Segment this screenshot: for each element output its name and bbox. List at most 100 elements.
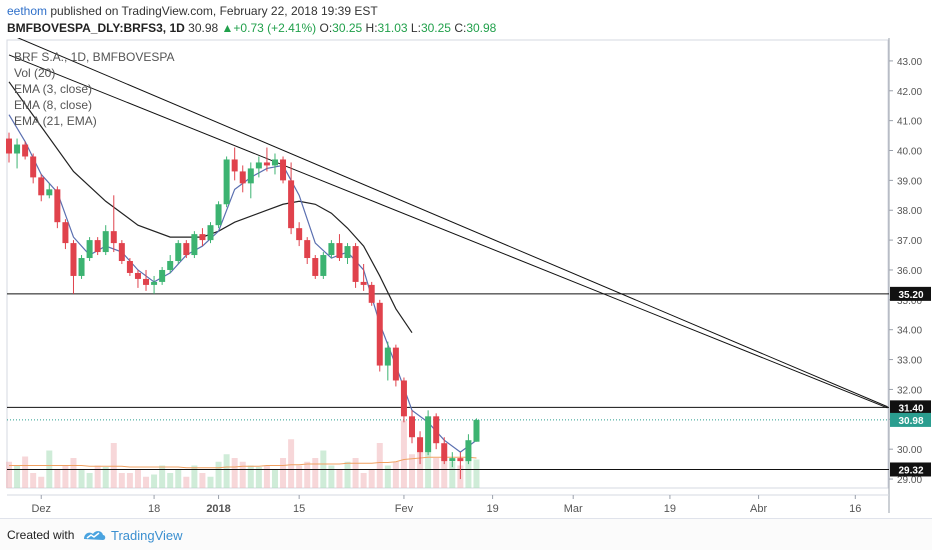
candle-body	[118, 243, 125, 262]
candle-body	[400, 380, 407, 417]
price-change: +0.73 (+2.41%)	[233, 21, 317, 35]
volume-bar	[360, 473, 367, 488]
low-label: L:	[410, 21, 421, 35]
volume-bar	[336, 469, 343, 488]
volume-bar	[223, 454, 230, 488]
volume-bar	[94, 465, 101, 488]
tradingview-brand[interactable]: TradingView	[111, 528, 183, 543]
volume-bar	[199, 473, 206, 488]
y-tick-label: 34.00	[897, 326, 922, 337]
price-chart[interactable]: 43.00 42.00 41.00 40.00 39.00 38.00 37.00 36.00…	[0, 38, 932, 518]
x-tick-label: 19	[664, 503, 676, 515]
candle-body	[38, 177, 45, 196]
volume-bar	[78, 469, 85, 488]
candle-body	[296, 228, 303, 241]
close-value: 30.98	[466, 21, 497, 35]
volume-bar	[151, 474, 158, 488]
y-tick-label: 43.00	[897, 57, 922, 68]
volume-bar	[465, 458, 472, 488]
candle-body	[280, 159, 287, 181]
y-tick-label: 38.00	[897, 206, 922, 217]
candle-body	[14, 144, 21, 154]
volume-bar	[247, 465, 254, 488]
price-label: 30.98	[898, 416, 923, 427]
close-label: C:	[454, 21, 467, 35]
candle-body	[86, 240, 93, 259]
volume-bar	[312, 458, 319, 488]
x-tick-label: 16	[849, 503, 861, 515]
volume-bar	[22, 456, 29, 488]
y-tick-label: 30.00	[897, 445, 922, 456]
published-text: published on TradingView.com, February 2…	[47, 4, 378, 18]
volume-bar	[54, 469, 61, 488]
open-label: O:	[319, 21, 333, 35]
low-value: 30.25	[420, 21, 451, 35]
candle-body	[384, 347, 391, 366]
volume-bar	[344, 461, 351, 488]
candle-body	[151, 281, 158, 285]
volume-bar	[239, 461, 246, 488]
volume-bar	[62, 465, 69, 488]
y-tick-label: 40.00	[897, 147, 922, 158]
y-tick-label: 35.00	[897, 296, 922, 307]
volume-bar	[384, 465, 391, 488]
price-label: 35.20	[898, 290, 923, 301]
volume-bar	[376, 443, 383, 488]
candle-body	[207, 225, 214, 241]
trendline	[8, 54, 888, 409]
tradingview-logo-icon[interactable]	[82, 525, 106, 545]
candle-body	[223, 159, 230, 205]
legend-series-name: BRF S.A., 1D, BMFBOVESPA	[14, 50, 175, 64]
candle-body	[320, 255, 327, 276]
price-label-box	[890, 462, 931, 477]
author-link[interactable]: eethom	[7, 4, 48, 18]
x-tick-label: 2018	[206, 503, 230, 515]
candle-body	[449, 458, 456, 462]
x-tick-label: Dez	[31, 503, 51, 515]
candle-body	[167, 261, 174, 270]
volume-bar	[126, 473, 133, 488]
price-label-box	[890, 412, 931, 427]
volume-bar	[183, 476, 190, 488]
y-tick-label: 32.00	[897, 385, 922, 396]
volume-bar	[425, 443, 432, 488]
candle-body	[304, 240, 311, 259]
volume-bar	[134, 469, 141, 488]
candle-body	[6, 138, 12, 154]
up-arrow-icon: ▲	[221, 21, 234, 35]
candle-body	[54, 189, 61, 223]
symbol-name: BMFBOVESPA_DLY:BRFS3, 1D	[7, 21, 185, 35]
candle-body	[263, 162, 270, 166]
price-label: 31.40	[898, 403, 923, 414]
candle-body	[215, 204, 222, 226]
legend-ema-3: EMA (3, close)	[14, 82, 93, 96]
volume-bar	[352, 458, 359, 488]
footer: Created with TradingView	[0, 518, 932, 550]
plot-area	[6, 39, 889, 489]
candle-body	[46, 189, 53, 196]
candle-body	[336, 243, 343, 259]
candle-body	[62, 222, 69, 244]
y-tick-label: 42.00	[897, 87, 922, 98]
candle-body	[126, 261, 133, 273]
candle-body	[312, 258, 319, 276]
volume-bar	[215, 461, 222, 488]
volume-bar	[70, 458, 77, 488]
volume-bar	[271, 469, 278, 488]
indicator-legend: BRF S.A., 1D, BMFBOVESPA Vol (20) EMA (3…	[14, 49, 174, 129]
volume-bar	[207, 476, 214, 488]
candle-body	[417, 437, 424, 453]
candle-body	[231, 159, 238, 172]
volume-bar	[191, 465, 198, 488]
volume-bar	[400, 420, 407, 488]
y-tick-label: 41.00	[897, 117, 922, 128]
volume-bar	[280, 458, 287, 488]
candle-body	[255, 162, 262, 169]
candle-body	[465, 440, 472, 462]
candle-body	[175, 243, 182, 262]
volume-ma-line	[9, 456, 477, 469]
candle-body	[239, 171, 246, 184]
y-tick-label: 36.00	[897, 266, 922, 277]
volume-bar	[118, 473, 125, 488]
